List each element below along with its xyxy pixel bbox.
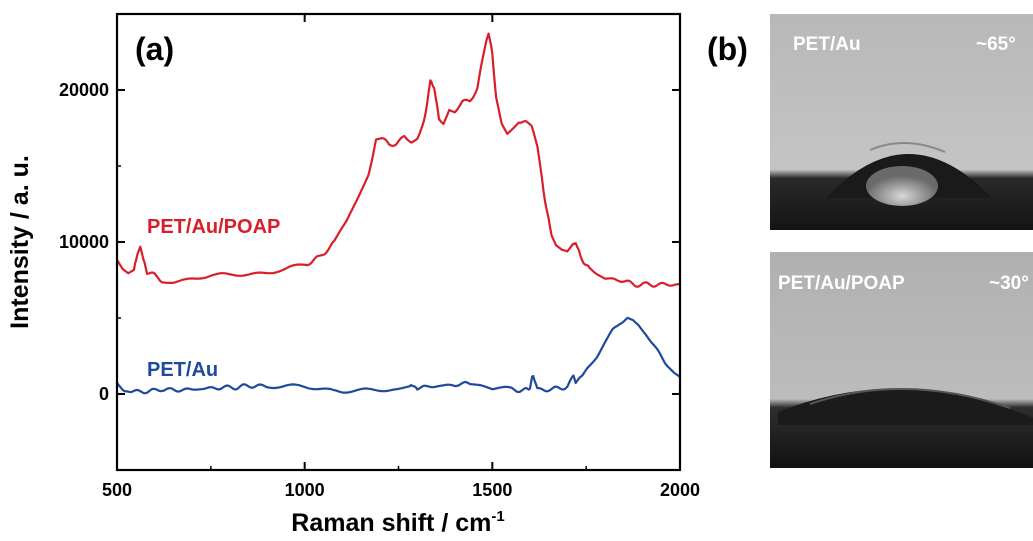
x-tick-label: 1000	[285, 480, 325, 500]
y-tick-label: 0	[99, 384, 109, 404]
series-line-pet-au	[117, 316, 680, 395]
y-tick-label: 10000	[59, 232, 109, 252]
series-label-pet-au: PET/Au	[147, 359, 218, 381]
y-tick-label: 20000	[59, 80, 109, 100]
droplet-highlight	[869, 141, 946, 153]
series-label-pet-au-poap: PET/Au/POAP	[147, 216, 280, 238]
x-tick-label: 500	[102, 480, 132, 500]
panel-a-label: (a)	[135, 31, 174, 67]
plot-frame	[115, 12, 682, 472]
x-axis-title-sup: -1	[491, 508, 504, 525]
droplet-reflection	[866, 166, 938, 206]
photo-background	[770, 252, 1033, 468]
droplet-highlight	[809, 387, 1011, 409]
water-droplet	[778, 388, 1033, 425]
series-layer	[117, 32, 680, 395]
photo-label-pet-au-poap: PET/Au/POAP	[778, 273, 905, 294]
series-line-pet-au-poap	[117, 32, 680, 288]
x-tick-label: 2000	[660, 480, 700, 500]
photo-pet-au-poap: PET/Au/POAP ~30°	[770, 252, 1033, 468]
photo-angle-pet-au-poap: ~30°	[989, 273, 1029, 294]
photo-label-pet-au: PET/Au	[793, 34, 861, 55]
x-axis-title: Raman shift / cm-1	[291, 508, 504, 537]
x-tick-label: 1500	[472, 480, 512, 500]
y-axis-title: Intensity / a. u.	[6, 155, 34, 329]
panel-b-label: (b)	[707, 31, 748, 67]
x-axis-title-main: Raman shift / cm	[291, 509, 491, 537]
photo-pet-au: PET/Au ~65°	[770, 14, 1033, 230]
photo-angle-pet-au: ~65°	[976, 34, 1016, 55]
